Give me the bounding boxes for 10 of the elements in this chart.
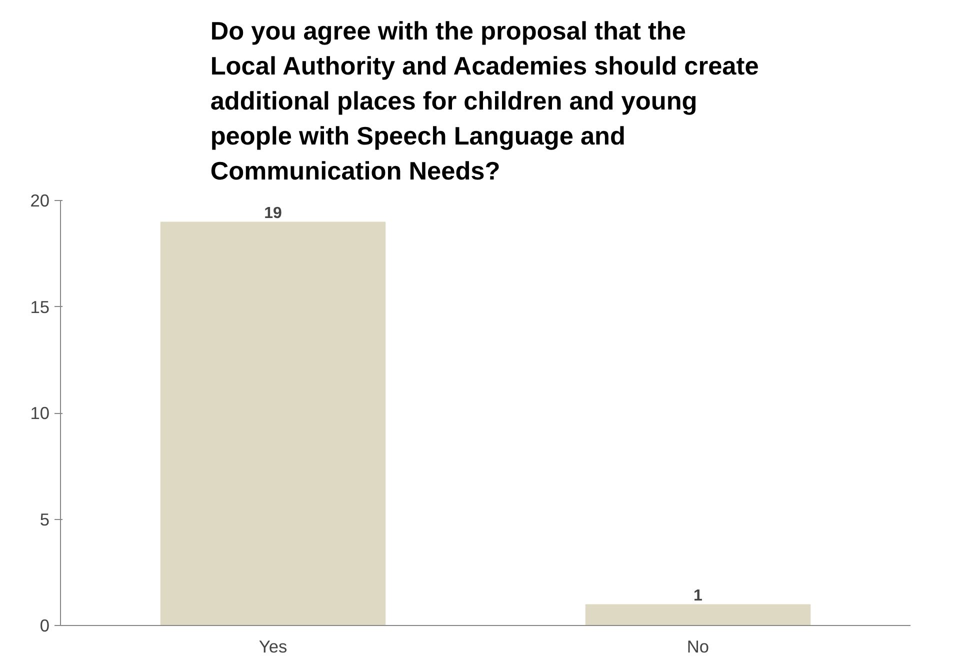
y-tick-label: 5 [40,509,50,530]
data-label: 1 [694,587,703,604]
y-tick-label: 15 [30,296,50,317]
data-label: 19 [264,204,282,222]
y-tick-label: 20 [30,190,50,210]
y-tick-label: 0 [40,616,50,636]
chart-title: Do you agree with the proposal that the Local Authority and Academies should create additional places for children and young people with Speech Language and Communication Needs? [210,18,759,186]
x-tick-label: Yes [258,636,288,656]
y-tick-label: 10 [30,403,50,423]
x-tick-label: No [686,636,710,656]
